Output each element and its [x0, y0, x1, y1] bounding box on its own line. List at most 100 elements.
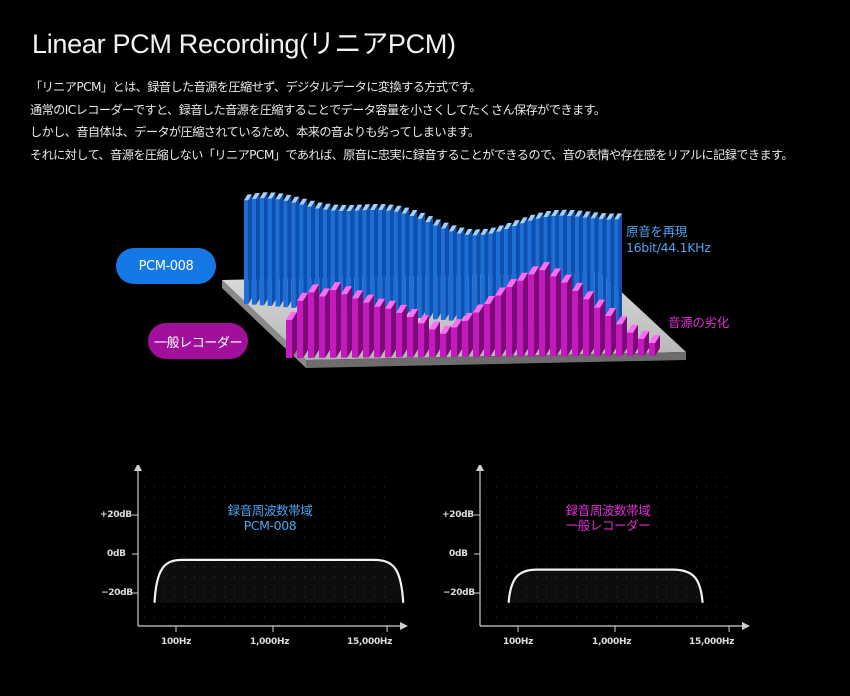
description-line: しかし、音自体は、データが圧縮されているため、本来の音よりも劣ってしまいます。 — [30, 125, 480, 139]
y-tick-label: −20dB — [443, 588, 475, 598]
magenta-bar — [396, 304, 407, 358]
magenta-bar — [473, 304, 484, 357]
magenta-bar — [583, 291, 594, 357]
magenta-bar — [616, 316, 627, 357]
blue-bar — [283, 194, 292, 308]
chart-title-line1: 録音周波数帯域 — [227, 503, 313, 518]
y-tick-label: 0dB — [449, 549, 468, 559]
magenta-bar — [561, 274, 572, 357]
magenta-bar — [319, 288, 330, 358]
ic-recorder-badge: 一般レコーダー — [148, 323, 248, 359]
magenta-bar — [429, 321, 440, 358]
magenta-bar — [462, 312, 473, 358]
blue-bar — [244, 194, 252, 304]
blue-bar — [614, 213, 622, 334]
x-tick-label: 15,000Hz — [689, 637, 735, 647]
magenta-bar — [506, 279, 517, 357]
blue-bar — [377, 204, 386, 315]
magenta-bar — [286, 311, 297, 358]
magenta-bar — [297, 292, 308, 358]
blue-bar — [275, 193, 284, 307]
magenta-bar — [528, 266, 539, 357]
magenta-bar — [385, 300, 396, 358]
magenta-bar — [495, 287, 506, 357]
frequency-chart-ic-recorder: 録音周波数帯域 一般レコーダー +20dB 0dB −20dB 100Hz 1,… — [438, 465, 768, 665]
x-tick-label: 1,000Hz — [592, 637, 632, 647]
blue-bar — [385, 204, 394, 316]
blue-bar — [314, 202, 323, 310]
original-sound-label-line1: 原音を再現 — [626, 224, 688, 239]
response-fill — [154, 559, 404, 603]
blue-bar — [401, 207, 410, 317]
blue-bar — [346, 204, 355, 313]
magenta-bar — [374, 298, 385, 358]
base-slab-front — [306, 352, 686, 368]
blue-bar — [472, 229, 481, 323]
description-line: 通常のICレコーダーですと、録音した音源を圧縮することでデータ容量を小さくしてた… — [30, 102, 606, 117]
original-sound-label-line2: 16bit/44.1KHz — [626, 240, 711, 255]
blue-bar — [433, 219, 441, 320]
blue-bar — [425, 216, 433, 319]
blue-bar — [291, 196, 300, 308]
blue-bar — [440, 222, 449, 320]
frequency-chart-pcm: 録音周波数帯域 PCM-008 +20dB 0dB −20dB 100Hz 1,… — [90, 465, 420, 665]
description-line: 「リニアPCM」とは、録音した音源を圧縮せず、デジタルデータに変換する方式です。 — [30, 80, 482, 94]
magenta-bar — [594, 299, 605, 357]
blue-bar — [464, 228, 473, 322]
blue-bar — [409, 209, 418, 318]
magenta-bar — [451, 319, 462, 358]
magenta-bar — [440, 325, 451, 358]
chart-title: 録音周波数帯域 PCM-008 — [195, 503, 345, 533]
y-axis-arrow — [476, 465, 484, 471]
degradation-label: 音源の劣化 — [668, 315, 730, 330]
magenta-bar — [363, 294, 374, 358]
chart-title-line2: 一般レコーダー — [565, 518, 651, 533]
magenta-bar — [627, 324, 638, 357]
magenta-bar — [550, 268, 561, 357]
magenta-bar — [517, 272, 528, 357]
x-tick-label: 100Hz — [161, 637, 192, 647]
blue-bar — [251, 192, 260, 305]
magenta-bar — [341, 286, 352, 358]
grid — [486, 476, 732, 618]
chart-plot — [474, 465, 750, 632]
blue-bar — [362, 204, 370, 314]
y-tick-label: +20dB — [100, 510, 132, 520]
magenta-bar — [352, 290, 363, 358]
y-tick-label: 0dB — [107, 549, 126, 559]
pcm-008-badge: PCM-008 — [116, 248, 216, 284]
description-line: それに対して、音源を圧縮しない「リニアPCM」であれば、原音に忠実に録音すること… — [30, 147, 794, 162]
blue-bar — [259, 192, 268, 306]
response-fill — [508, 569, 703, 603]
magenta-bar — [638, 330, 649, 357]
magenta-bar — [308, 284, 319, 358]
blue-bar — [338, 204, 347, 312]
blue-bar — [354, 204, 363, 313]
y-axis-arrow — [134, 465, 142, 471]
blue-bar — [606, 213, 615, 334]
grid — [144, 476, 390, 618]
magenta-bar — [572, 282, 583, 357]
description: 「リニアPCM」とは、録音した音源を圧縮せず、デジタルデータに変換する方式です。… — [30, 76, 840, 166]
chart-title-line1: 録音周波数帯域 — [565, 503, 651, 518]
magenta-bar — [605, 307, 616, 357]
blue-bar — [322, 203, 331, 311]
magenta-bar — [649, 335, 660, 356]
page-title: Linear PCM Recording(リニアPCM) — [32, 29, 456, 59]
chart-title: 録音周波数帯域 一般レコーダー — [533, 503, 683, 533]
blue-bar — [370, 204, 378, 315]
x-axis-arrow — [400, 622, 408, 630]
magenta-bar — [484, 296, 495, 357]
blue-bar — [448, 225, 457, 321]
magenta-bar — [330, 282, 341, 358]
chart-title-line2: PCM-008 — [243, 518, 297, 533]
y-tick-label: −20dB — [101, 588, 133, 598]
response-curve — [507, 568, 704, 603]
response-curve — [153, 558, 405, 603]
blue-bar — [267, 192, 276, 306]
blue-bar — [456, 227, 465, 322]
blue-bar — [299, 198, 307, 309]
chart-plot — [132, 465, 408, 632]
magenta-bar — [418, 315, 429, 358]
x-tick-label: 1,000Hz — [250, 637, 290, 647]
